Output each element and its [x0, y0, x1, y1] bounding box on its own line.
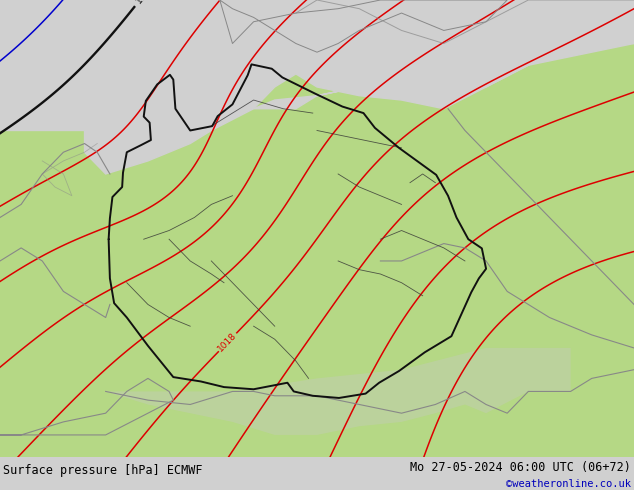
- Polygon shape: [106, 348, 571, 435]
- Text: ©weatheronline.co.uk: ©weatheronline.co.uk: [506, 479, 631, 489]
- Text: 1013: 1013: [134, 0, 156, 5]
- Text: Surface pressure [hPa] ECMWF: Surface pressure [hPa] ECMWF: [3, 464, 203, 476]
- Polygon shape: [254, 0, 634, 109]
- Text: Mo 27-05-2024 06:00 UTC (06+72): Mo 27-05-2024 06:00 UTC (06+72): [410, 461, 631, 474]
- Text: 1018: 1018: [216, 331, 239, 354]
- Polygon shape: [0, 0, 634, 174]
